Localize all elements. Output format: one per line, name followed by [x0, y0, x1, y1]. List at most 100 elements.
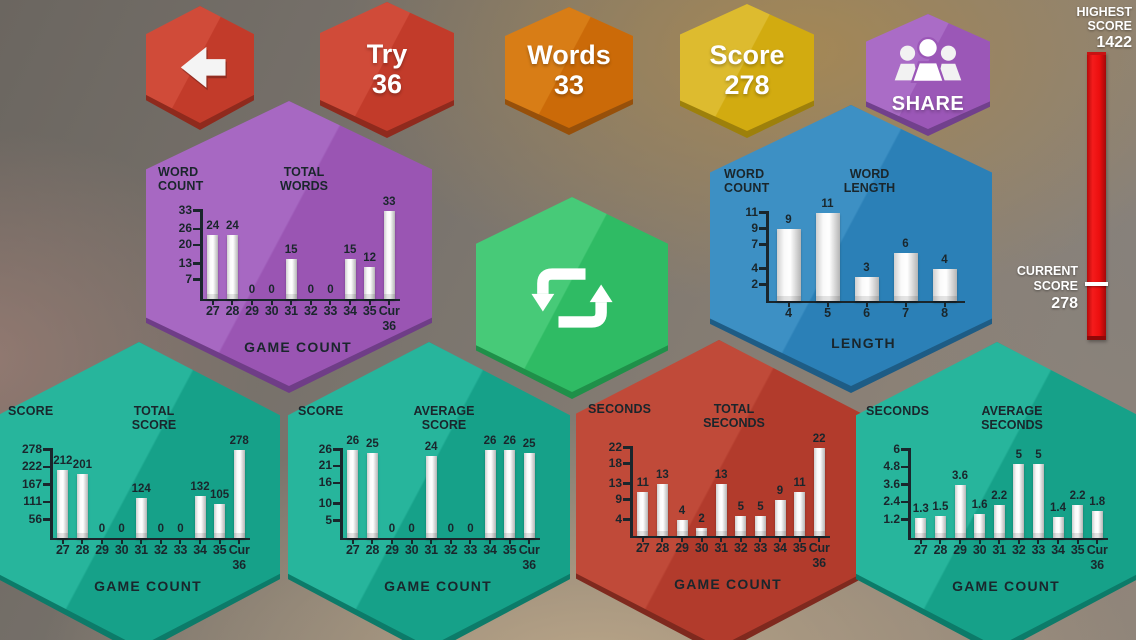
x-tick [865, 303, 868, 307]
bar-value-label: 4 [941, 253, 948, 266]
bar-value-label: 5 [1035, 449, 1042, 462]
y-tick [43, 518, 50, 521]
x-tick [309, 301, 312, 305]
bar-value-label: 132 [190, 480, 210, 493]
bar-value-label: 9 [785, 213, 792, 226]
x-tick [919, 540, 922, 544]
back-arrow-icon [180, 46, 227, 91]
bar-value-label: 9 [776, 484, 784, 497]
x-category-label: 33 [1031, 543, 1046, 557]
x-tick [720, 538, 723, 542]
x-tick [998, 540, 1001, 544]
bar [523, 452, 535, 538]
y-tick-label: 22 [608, 439, 622, 454]
chart-header: SCORE TOTAL SCORE [8, 404, 248, 432]
y-tick-label: 7 [185, 271, 192, 286]
chart-title: TOTAL WORDS [280, 165, 328, 193]
y-axis-line [340, 448, 343, 540]
y-tick-label: 16 [318, 475, 332, 490]
bar-value-label: 13 [714, 468, 728, 481]
score-value: 278 [724, 70, 770, 100]
x-tick [1076, 540, 1079, 544]
x-axis-line [50, 537, 250, 540]
chart-x-axis-title: LENGTH [831, 335, 896, 351]
y-tick [759, 267, 766, 270]
bar-value-label: 15 [343, 243, 357, 256]
share-button[interactable]: SHARE [866, 14, 990, 136]
bar-value-label: 0 [307, 283, 314, 296]
x-category-label: 4 [785, 306, 792, 320]
x-category-label: 35 [362, 304, 377, 318]
bar-value-label: 2 [698, 512, 705, 525]
bar [676, 519, 688, 536]
bar-value-label: 105 [210, 489, 230, 502]
x-category-label: 27 [636, 541, 650, 555]
bar [233, 449, 245, 538]
x-tick [140, 540, 143, 544]
x-category-sublabel: 36 [522, 558, 536, 572]
x-axis-line [766, 300, 965, 303]
y-axis-line [50, 448, 53, 540]
y-tick-label: 222 [21, 459, 42, 474]
y-tick-label: 4 [751, 260, 758, 275]
y-tick [759, 283, 766, 286]
x-category-label: 34 [483, 543, 497, 557]
score-rail: HIGHEST SCORE 1422 CURRENT SCORE 278 [1008, 0, 1136, 640]
chart-x-axis-title: GAME COUNT [94, 578, 202, 594]
x-category-label: 33 [753, 541, 768, 555]
y-tick [901, 465, 908, 469]
total-words-chart: WORD COUNT TOTAL WORDS 33 26 20 13 7 24 27 24 28 0 2… [158, 165, 400, 355]
x-category-label: 33 [173, 543, 188, 557]
try-counter: Try 36 [320, 2, 454, 138]
hex-face [505, 7, 633, 128]
x-tick [826, 303, 829, 307]
y-tick [901, 500, 908, 504]
hex-face [476, 197, 668, 392]
hex-face [320, 2, 454, 131]
bar [656, 483, 668, 536]
y-tick [901, 448, 908, 451]
x-category-label: 35 [212, 543, 227, 557]
bar-value-label: 11 [636, 476, 649, 489]
bar-value-label: 0 [327, 283, 334, 296]
x-tick [700, 538, 703, 542]
average-score-panel: SCORE AVERAGE SCORE 26 21 16 10 5 26 27 25 28 0 29 0 3… [288, 342, 570, 640]
bar-value-label: 0 [388, 522, 396, 535]
x-category-label: 28 [365, 543, 380, 557]
y-tick [623, 498, 630, 501]
y-tick-label: 2.4 [883, 494, 900, 509]
x-tick [120, 540, 123, 544]
average-seconds-chart: SECONDS AVERAGE SECONDS 6 4.8 3.6 2.4 1.2 1.3 27… [866, 404, 1108, 594]
bar-value-label: 4 [678, 504, 686, 517]
chart-title: TOTAL SCORE [131, 404, 177, 432]
x-category-label: 34 [193, 543, 207, 557]
y-axis-line [908, 448, 911, 540]
y-tick [623, 462, 630, 465]
bar [285, 258, 297, 299]
x-category-label: Cur [808, 541, 830, 555]
back-button[interactable] [146, 6, 254, 130]
x-category-label: 29 [245, 304, 259, 318]
chart-header: WORD COUNT TOTAL WORDS [158, 165, 398, 193]
x-tick [959, 540, 961, 544]
refresh-button[interactable] [476, 197, 668, 399]
y-axis-line [630, 446, 633, 538]
bar-value-label: 0 [408, 522, 415, 535]
bar [815, 212, 840, 301]
bar [383, 210, 395, 299]
x-category-label: 31 [714, 541, 728, 555]
x-tick [371, 540, 374, 544]
y-tick-label: 26 [178, 221, 192, 236]
y-tick-label: 3.6 [883, 476, 900, 491]
chart-x-axis-title: GAME COUNT [952, 578, 1060, 594]
x-tick [159, 540, 162, 544]
bar-value-label: 1.5 [932, 500, 949, 513]
current-score-label: CURRENT SCORE [1016, 264, 1078, 293]
x-tick [211, 301, 214, 305]
words-title: Words [527, 40, 611, 71]
bar [915, 518, 927, 538]
x-category-label: 31 [992, 543, 1006, 557]
x-category-label: Cur [378, 304, 400, 318]
y-tick-label: 167 [21, 476, 42, 491]
y-axis-line [766, 211, 769, 303]
